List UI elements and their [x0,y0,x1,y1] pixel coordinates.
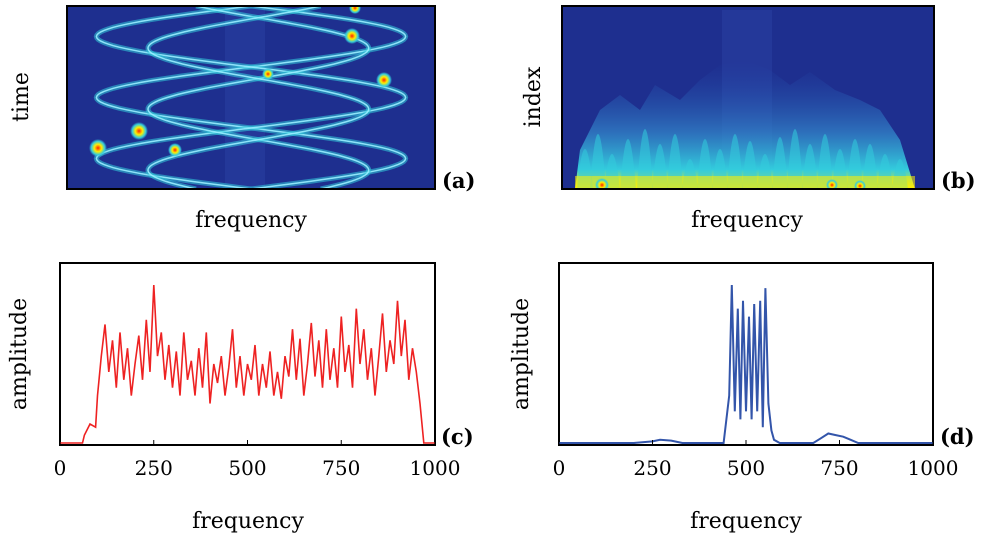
hotspot-a [349,6,361,14]
ridge-a [95,6,407,189]
peak-b [787,129,803,189]
panel-c: 0 250 500 750 1000 amplitude frequency (c) [7,262,474,534]
axes-a-frame [66,5,436,190]
heatmap-a-ridges [89,6,409,189]
x-ticks-c: 0 250 500 750 1000 [54,440,461,480]
hotspot-a [168,143,182,157]
hotspot-b [595,178,609,189]
y-axis-label-b: index [521,66,546,127]
peak-b [590,134,606,189]
peak-group-b [575,129,915,189]
ridge-a [147,6,370,189]
panel-tag-c: (c) [441,424,474,449]
hotspot-b [854,180,866,189]
panel-tag-b: (b) [941,168,976,193]
panel-b: index frequency (b) [521,5,976,233]
x-axis-label-a: frequency [195,208,307,233]
x-tick-label: 500 [727,456,765,480]
heatmap-a-center-band [225,6,265,189]
x-tick-label: 500 [228,456,266,480]
hotspot-a [262,68,274,80]
y-axis-label-c: amplitude [7,298,32,410]
axes-b-frame [561,5,935,190]
peak-b [667,134,683,189]
peak-b [817,134,833,189]
x-tick-label: 0 [553,456,566,480]
hotspot-a [376,72,392,88]
y-axis-label-a: time [9,72,34,122]
x-tick-label: 750 [322,456,360,480]
panel-tag-d: (d) [940,424,975,449]
x-tick-label: 0 [54,456,67,480]
hotspot-a [89,139,107,157]
peak-b [727,134,743,189]
x-tick-label: 250 [135,456,173,480]
axes-d-frame [558,262,934,446]
x-tick-label: 1000 [410,456,461,480]
hotspot-a [130,122,148,140]
x-axis-label-b: frequency [691,208,803,233]
panel-tag-a: (a) [442,168,475,193]
hotspot-a [344,28,360,44]
series-line-d [559,284,933,444]
x-axis-label-c: frequency [192,509,304,534]
ridge-a [95,6,407,189]
series-line-c [60,284,435,444]
ridge-group-a [93,6,409,189]
peak-b [637,129,653,189]
y-axis-label-d: amplitude [509,298,534,410]
hotspot-b [826,179,838,189]
panel-d: 0 250 500 750 1000 amplitude frequency (d) [509,262,975,534]
panel-a: time frequency (a) [9,5,475,233]
x-ticks-d: 0 250 500 750 1000 [553,440,959,480]
x-tick-label: 250 [633,456,671,480]
heatmap-b-mass [575,10,915,189]
x-tick-label: 1000 [908,456,959,480]
x-tick-label: 750 [820,456,858,480]
x-axis-label-d: frequency [690,509,802,534]
